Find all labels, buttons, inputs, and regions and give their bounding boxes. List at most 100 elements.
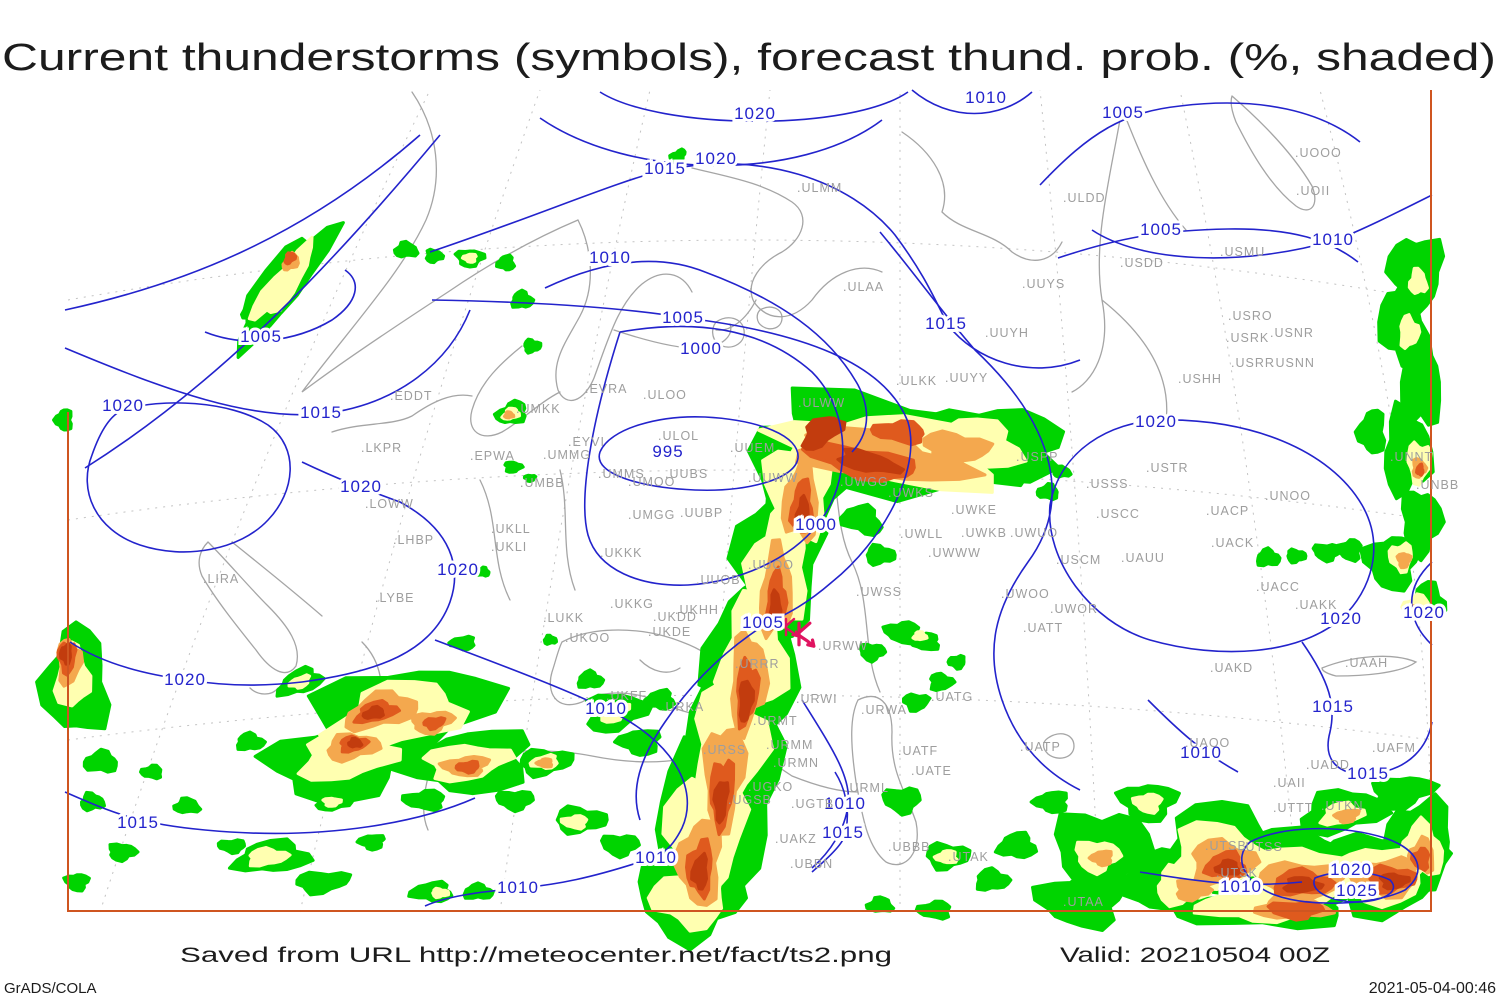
station-id-label: .ULDD bbox=[1063, 191, 1106, 205]
graticule-line bbox=[1179, 89, 1301, 913]
prob-shading-blob bbox=[576, 668, 606, 689]
station-id-label: .UKFF bbox=[606, 689, 647, 703]
prob-shading-blob bbox=[248, 846, 292, 868]
prob-shading-blob bbox=[1286, 547, 1308, 565]
isobar bbox=[1301, 641, 1433, 775]
isobar-label: 1020 bbox=[734, 104, 776, 123]
station-id-label: .UMMS bbox=[598, 467, 645, 481]
station-id-label: .UUBP bbox=[680, 506, 723, 520]
station-id-label: .UUYY bbox=[945, 371, 988, 385]
prob-shading-blob bbox=[902, 692, 932, 713]
station-id-label: .UWGG bbox=[840, 475, 889, 489]
coastline bbox=[1101, 299, 1168, 423]
prob-shading-blob bbox=[361, 704, 385, 720]
isobar bbox=[1057, 228, 1359, 263]
station-id-label: .UWSS bbox=[856, 585, 902, 599]
prob-shading-blob bbox=[1175, 878, 1214, 903]
prob-shading-blob bbox=[1031, 871, 1127, 932]
prob-shading-blob bbox=[1395, 552, 1413, 570]
station-id-label: .UMGG bbox=[628, 508, 675, 522]
isobar-label: 1010 bbox=[1220, 877, 1262, 896]
prob-shading-blob bbox=[236, 730, 267, 752]
station-id-label: .UACK bbox=[1211, 536, 1254, 550]
coastline bbox=[613, 323, 732, 349]
station-id-label: .LIRA bbox=[203, 572, 239, 586]
prob-shading-blob bbox=[392, 239, 420, 259]
prob-shading-blob bbox=[108, 842, 140, 864]
isobar bbox=[64, 134, 421, 311]
station-id-label: .URKA bbox=[661, 700, 704, 714]
prob-shading-blob bbox=[932, 849, 959, 865]
prob-shading-blob bbox=[1371, 776, 1441, 811]
prob-shading-blob bbox=[1407, 266, 1429, 295]
station-id-label: .LKPR bbox=[361, 441, 402, 455]
prob-shading-blob bbox=[911, 630, 929, 642]
station-id-label: .UTKN bbox=[1321, 799, 1364, 813]
station-id-label: .UAKD bbox=[1210, 661, 1253, 675]
prob-shading-blob bbox=[542, 633, 558, 646]
station-id-label: .USSS bbox=[1086, 477, 1129, 491]
prob-shading-blob bbox=[591, 702, 632, 724]
isobar-label: 1000 bbox=[795, 515, 837, 534]
isobar bbox=[1147, 699, 1239, 773]
isobar-label: 1010 bbox=[965, 88, 1007, 107]
coastline bbox=[639, 659, 681, 673]
station-id-label: .ULOO bbox=[643, 388, 687, 402]
prob-shading-blob bbox=[510, 288, 536, 309]
prob-shading-blob bbox=[1035, 482, 1059, 502]
prob-shading-blob bbox=[1359, 536, 1423, 593]
station-id-label: .URWW bbox=[818, 639, 868, 653]
station-id-label: .URWA bbox=[861, 703, 907, 717]
isobar bbox=[879, 231, 1081, 791]
station-id-label: .USDD bbox=[1120, 256, 1164, 270]
prob-shading-blob bbox=[454, 759, 480, 775]
station-id-label: .UAAH bbox=[1345, 656, 1388, 670]
station-id-label: .URWI bbox=[796, 692, 838, 706]
station-id-label: .UUOO bbox=[748, 558, 794, 572]
isobar-label: 1010 bbox=[824, 794, 866, 813]
station-id-label: .UNNT bbox=[1390, 450, 1433, 464]
station-id-label: .UUEM bbox=[730, 441, 775, 455]
station-id-label: .UMMG bbox=[543, 448, 591, 462]
station-id-label: .UGSB bbox=[728, 793, 772, 807]
station-id-label: .ULMM bbox=[797, 181, 842, 195]
prob-shading-blob bbox=[1332, 808, 1361, 825]
isobar bbox=[431, 299, 912, 821]
isobar bbox=[1091, 194, 1433, 259]
graticule-line bbox=[1039, 89, 1101, 913]
isobar bbox=[539, 117, 883, 167]
isobar-label: 1005 bbox=[742, 613, 784, 632]
prob-shading-blob bbox=[522, 473, 538, 483]
coastline bbox=[470, 345, 561, 437]
station-id-label: .URMT bbox=[753, 714, 798, 728]
prob-shading-blob bbox=[1399, 313, 1422, 350]
isobar-label: 1010 bbox=[1312, 230, 1354, 249]
isobar bbox=[86, 402, 291, 553]
station-id-label: .ULAA bbox=[843, 280, 884, 294]
isobar-label: 995 bbox=[652, 442, 683, 461]
prob-shading-blob bbox=[495, 253, 517, 272]
prob-shading-blob bbox=[534, 757, 554, 769]
isobar bbox=[64, 791, 476, 835]
isobar-label: 1005 bbox=[662, 308, 704, 327]
prob-shading-blob bbox=[864, 895, 896, 913]
station-id-label: .USCC bbox=[1096, 507, 1140, 521]
prob-shading-blob bbox=[172, 796, 203, 815]
graticule-line bbox=[99, 89, 431, 913]
isobar bbox=[1039, 102, 1361, 186]
generated-timestamp-text: 2021-05-04-00:46 bbox=[1369, 980, 1496, 997]
isobar-label: 1000 bbox=[680, 339, 722, 358]
prob-shading-blob bbox=[1087, 849, 1113, 868]
isobar bbox=[584, 325, 844, 586]
prob-shading-blob bbox=[1335, 538, 1363, 563]
coastline bbox=[198, 541, 298, 674]
page-title: Current thunderstorms (symbols), forecas… bbox=[2, 37, 1496, 79]
station-id-label: .USRO bbox=[1228, 309, 1273, 323]
isobar-label: 1010 bbox=[1180, 743, 1222, 762]
prob-shading-blob bbox=[800, 416, 847, 451]
station-id-label: .LOWW bbox=[365, 497, 414, 511]
prob-shading-blob bbox=[80, 790, 106, 813]
prob-shading-blob bbox=[1410, 846, 1431, 872]
coastline bbox=[901, 131, 1063, 261]
isobar-label: 1010 bbox=[497, 878, 539, 897]
